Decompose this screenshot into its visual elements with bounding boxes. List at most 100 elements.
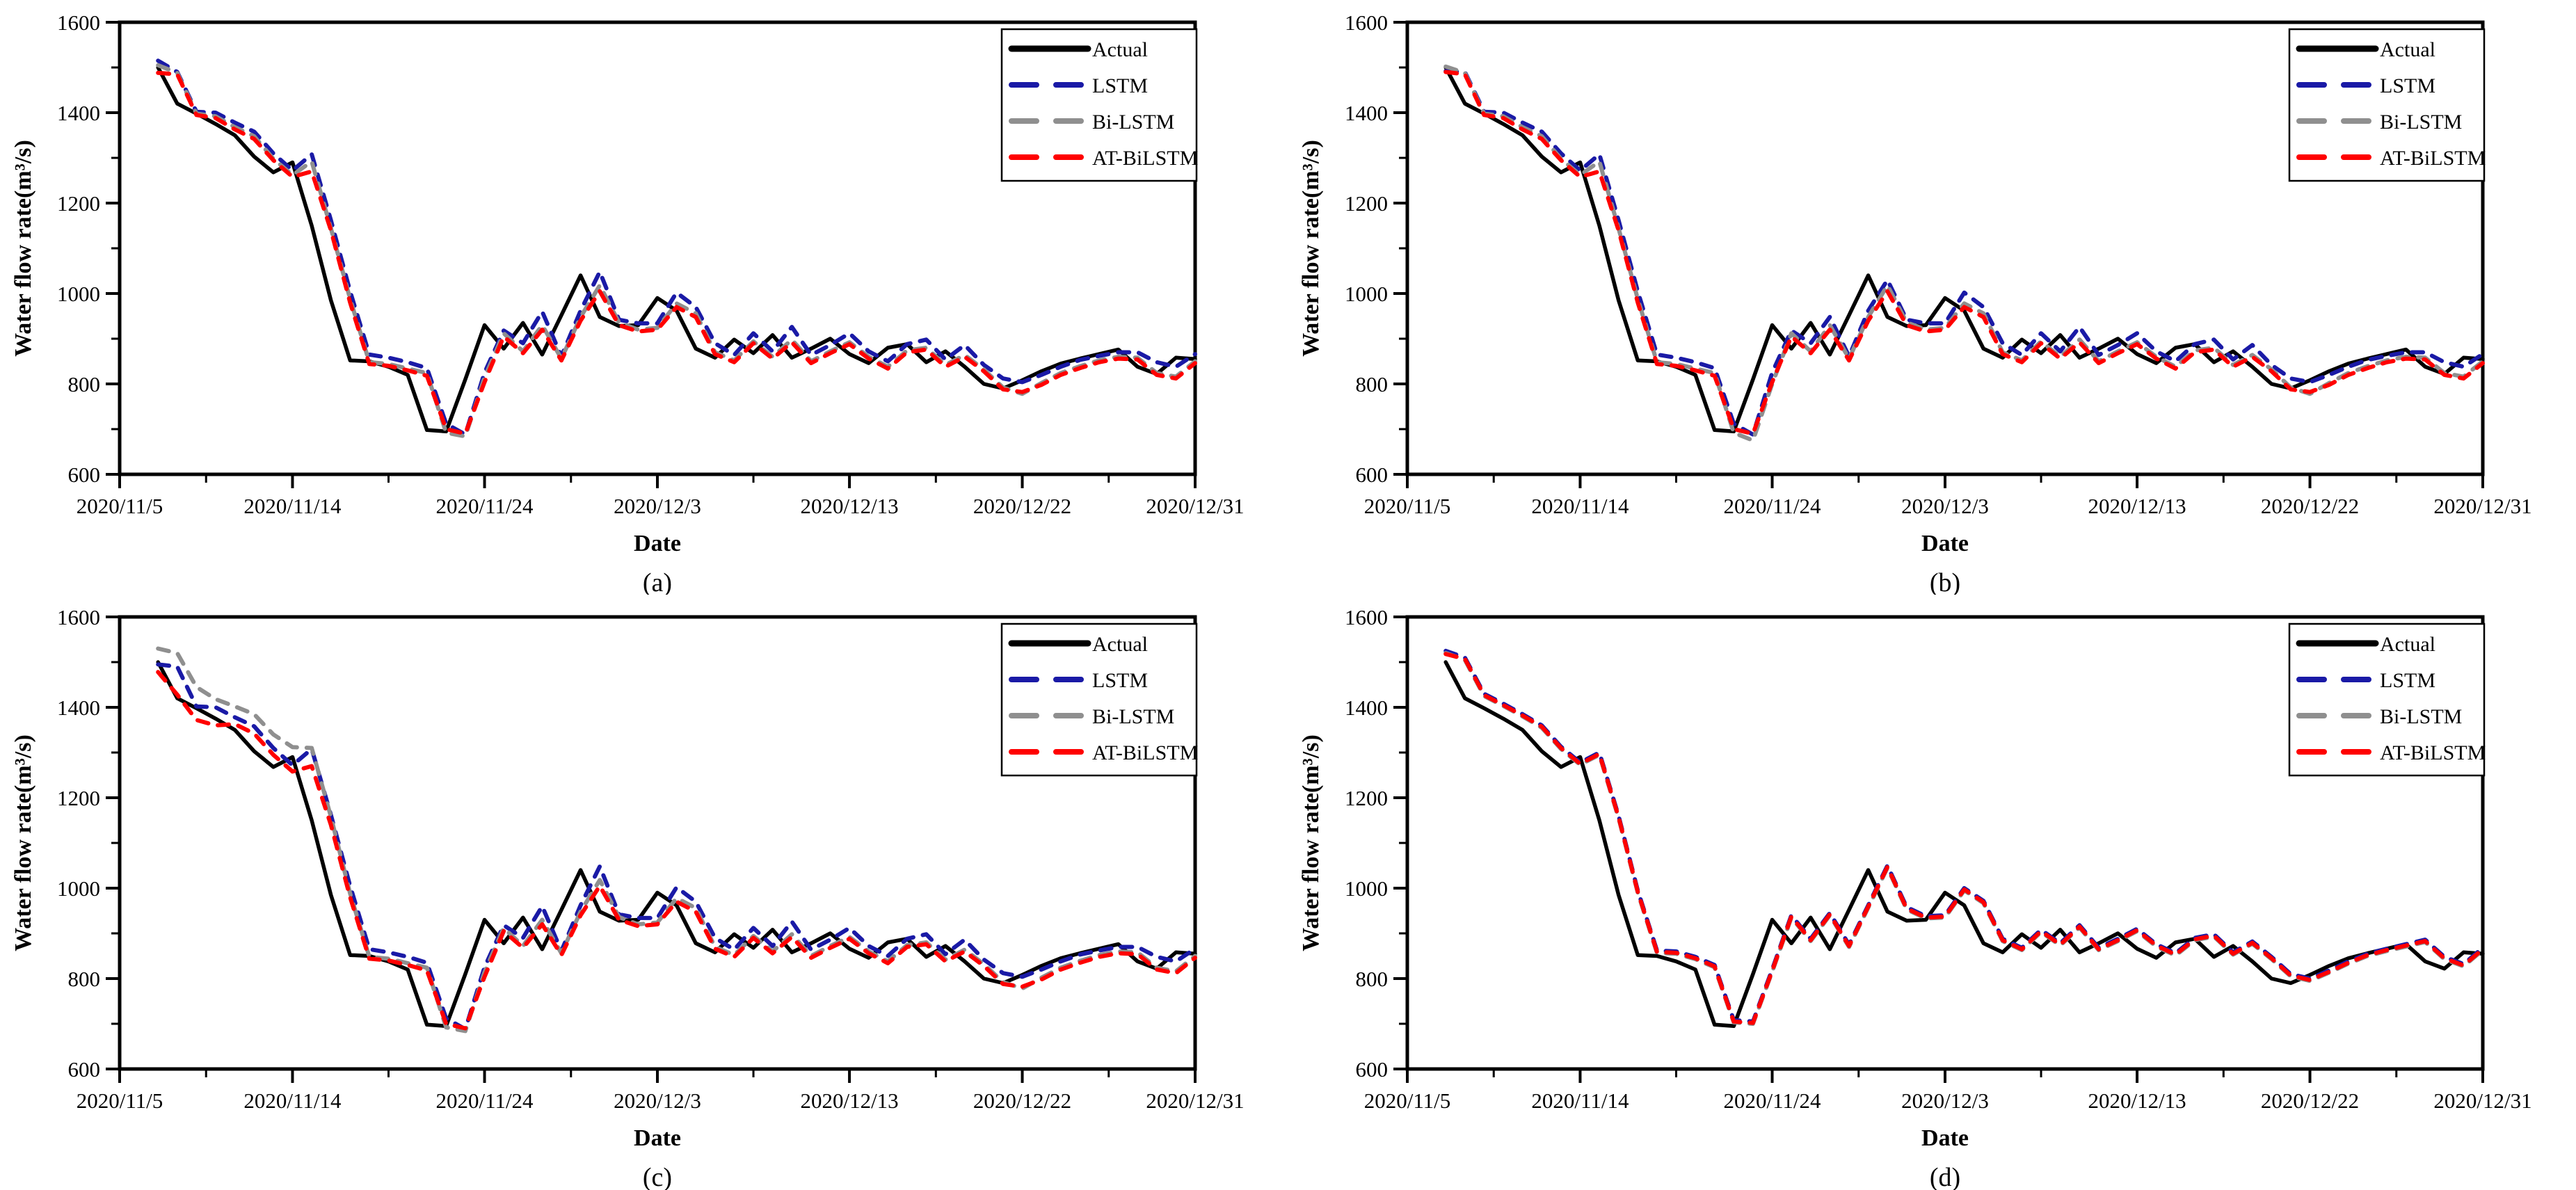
legend-label-actual: Actual — [1092, 38, 1148, 61]
chart-b-canvas: 600 800 1000 1200 1400 1600 2020/11/5 2020/11/1… — [1298, 10, 2532, 595]
x-tick-label: 2020/12/22 — [2261, 494, 2359, 518]
y-tick-label: 600 — [1356, 463, 1389, 487]
x-tick-label: 2020/11/14 — [1531, 1088, 1629, 1113]
x-tick-label: 2020/11/5 — [1364, 494, 1451, 518]
legend-label-at-bilstm: AT-BiLSTM — [1092, 741, 1198, 764]
subplot-caption: (d) — [1930, 1163, 1960, 1190]
x-tick-label: 2020/11/14 — [1531, 494, 1629, 518]
y-tick-label: 800 — [68, 372, 101, 396]
x-tick-label: 2020/12/31 — [1146, 1088, 1244, 1113]
legend-label-lstm: LSTM — [1092, 74, 1148, 97]
series-line-actual — [1443, 660, 2485, 1029]
x-tick-label: 2020/12/22 — [973, 1088, 1071, 1113]
x-tick-label: 2020/12/3 — [614, 494, 701, 518]
x-tick-label: 2020/12/31 — [2433, 1088, 2531, 1113]
chart-c-canvas: 600 800 1000 1200 1400 1600 2020/11/5 2020/11/1… — [10, 605, 1245, 1190]
x-tick-label: 2020/11/24 — [435, 494, 534, 518]
plot-frame — [118, 20, 1197, 476]
x-tick-label: 2020/11/5 — [77, 1088, 163, 1113]
x-tick-label: 2020/11/24 — [1723, 1088, 1821, 1113]
x-tick-label: 2020/12/31 — [1146, 494, 1244, 518]
y-tick-label: 1400 — [57, 101, 100, 125]
y-tick-label: 1600 — [57, 605, 100, 629]
x-tick-label: 2020/12/31 — [2433, 494, 2531, 518]
legend-label-lstm: LSTM — [2380, 74, 2435, 97]
x-tick-label: 2020/12/13 — [2088, 494, 2186, 518]
y-tick-label: 1600 — [1345, 605, 1388, 629]
y-tick-label: 800 — [68, 967, 101, 991]
x-tick-label: 2020/11/14 — [243, 494, 342, 518]
x-tick-label: 2020/11/14 — [243, 1088, 342, 1113]
y-tick-label: 600 — [68, 463, 101, 487]
x-axis-label: Date — [634, 1125, 681, 1151]
x-tick-label: 2020/11/5 — [77, 494, 163, 518]
x-tick-label: 2020/12/13 — [2088, 1088, 2186, 1113]
y-axis-label: Water flow rate(m³/s) — [1298, 734, 1324, 951]
legend-label-actual: Actual — [2380, 38, 2435, 61]
y-tick-label: 1000 — [1345, 282, 1388, 306]
x-tick-label: 2020/12/3 — [1901, 494, 1989, 518]
series-line-at-bilstm — [156, 70, 1197, 436]
legend-label-actual: Actual — [1092, 633, 1148, 656]
legend-label-actual: Actual — [2380, 633, 2435, 656]
y-tick-label: 1400 — [1345, 695, 1388, 720]
x-tick-label: 2020/12/22 — [973, 494, 1071, 518]
subplot-c: 600 800 1000 1200 1400 1600 2020/11/5 2020/11/1… — [0, 595, 1288, 1190]
chart-d-canvas: 600 800 1000 1200 1400 1600 2020/11/5 2020/11/1… — [1298, 605, 2532, 1190]
subplot-caption: (c) — [643, 1163, 672, 1190]
series-line-actual — [1443, 65, 2485, 434]
chart-a-canvas: 600 800 1000 1200 1400 1600 2020/11/5 2020/11/1… — [10, 10, 1245, 595]
x-tick-label: 2020/11/24 — [435, 1088, 534, 1113]
y-tick-label: 1200 — [57, 191, 100, 216]
y-axis-label: Water flow rate(m³/s) — [10, 140, 36, 357]
x-tick-label: 2020/11/5 — [1364, 1088, 1451, 1113]
y-tick-label: 800 — [1356, 372, 1389, 396]
legend-label-bi-lstm: Bi-LSTM — [2380, 705, 2462, 728]
x-axis-label: Date — [1921, 1125, 1969, 1151]
series-line-at-bilstm — [1443, 652, 2485, 1025]
y-tick-label: 1400 — [1345, 101, 1388, 125]
y-tick-label: 600 — [68, 1057, 101, 1082]
y-tick-label: 600 — [1356, 1057, 1389, 1082]
series-line-lstm — [1443, 69, 2485, 437]
y-tick-label: 1400 — [57, 695, 100, 720]
y-tick-label: 1200 — [1345, 786, 1388, 810]
y-tick-label: 1000 — [57, 876, 100, 901]
legend-label-bi-lstm: Bi-LSTM — [2380, 111, 2462, 134]
plot-frame — [1405, 20, 2485, 476]
subplot-b: 600 800 1000 1200 1400 1600 2020/11/5 2020/11/1… — [1288, 0, 2576, 595]
subplot-a: 600 800 1000 1200 1400 1600 2020/11/5 2020/11/1… — [0, 0, 1288, 595]
y-tick-label: 1000 — [1345, 876, 1388, 901]
y-axis-label: Water flow rate(m³/s) — [10, 734, 36, 951]
legend-label-at-bilstm: AT-BiLSTM — [2380, 741, 2486, 764]
x-tick-label: 2020/12/22 — [2261, 1088, 2359, 1113]
y-tick-label: 800 — [1356, 967, 1389, 991]
x-tick-label: 2020/12/13 — [800, 1088, 898, 1113]
x-tick-label: 2020/12/3 — [1901, 1088, 1989, 1113]
legend-label-lstm: LSTM — [1092, 669, 1148, 692]
y-tick-label: 1200 — [1345, 191, 1388, 216]
y-tick-label: 1200 — [57, 786, 100, 810]
y-tick-label: 1600 — [1345, 10, 1388, 35]
subplot-caption: (b) — [1930, 568, 1960, 595]
x-axis-label: Date — [1921, 531, 1969, 556]
legend-label-at-bilstm: AT-BiLSTM — [1092, 147, 1198, 170]
x-tick-label: 2020/12/3 — [614, 1088, 701, 1113]
plot-frame — [1405, 615, 2485, 1071]
plot-frame — [118, 615, 1197, 1071]
series-line-at-bilstm — [156, 670, 1197, 1031]
y-tick-label: 1000 — [57, 282, 100, 306]
x-tick-label: 2020/11/24 — [1723, 494, 1821, 518]
legend-label-lstm: LSTM — [2380, 669, 2435, 692]
y-axis-label: Water flow rate(m³/s) — [1298, 140, 1324, 357]
x-tick-label: 2020/12/13 — [800, 494, 898, 518]
series-line-lstm — [156, 58, 1197, 437]
y-tick-label: 1600 — [57, 10, 100, 35]
subplot-caption: (a) — [643, 568, 672, 595]
subplot-d: 600 800 1000 1200 1400 1600 2020/11/5 2020/11/1… — [1288, 595, 2576, 1190]
legend-label-bi-lstm: Bi-LSTM — [1092, 111, 1174, 134]
x-axis-label: Date — [634, 531, 681, 556]
legend-label-bi-lstm: Bi-LSTM — [1092, 705, 1174, 728]
series-line-at-bilstm — [1443, 70, 2485, 436]
